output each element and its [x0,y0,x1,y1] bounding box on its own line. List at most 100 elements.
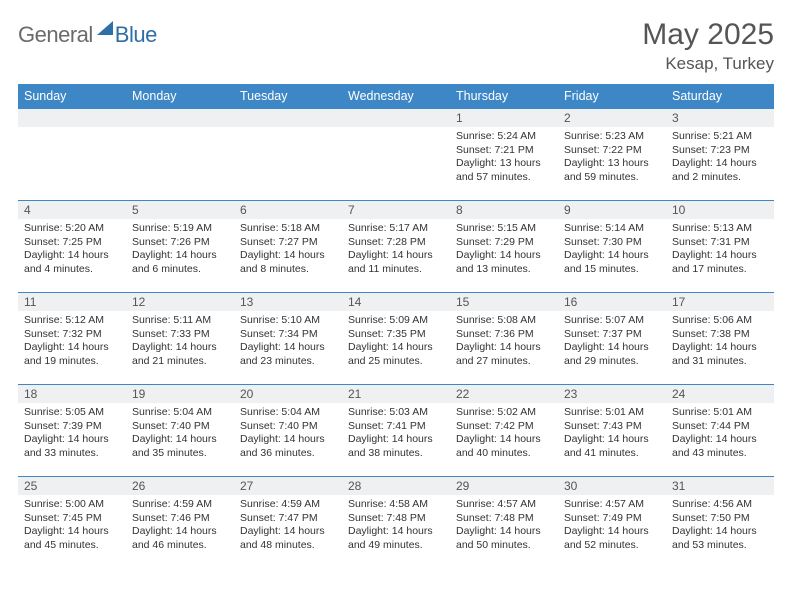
daylight-text: Daylight: 13 hours and 57 minutes. [456,157,552,184]
sunset-text: Sunset: 7:48 PM [348,512,444,526]
cell-content: Sunrise: 4:59 AMSunset: 7:46 PMDaylight:… [126,495,234,557]
cell-content: Sunrise: 4:57 AMSunset: 7:49 PMDaylight:… [558,495,666,557]
calendar-cell: 25Sunrise: 5:00 AMSunset: 7:45 PMDayligh… [18,477,126,569]
sunrise-text: Sunrise: 5:05 AM [24,406,120,420]
sunrise-text: Sunrise: 4:57 AM [564,498,660,512]
sunset-text: Sunset: 7:44 PM [672,420,768,434]
daynum-bar-empty [18,109,126,127]
sunset-text: Sunset: 7:28 PM [348,236,444,250]
daynum-bar: 12 [126,293,234,311]
sunset-text: Sunset: 7:30 PM [564,236,660,250]
sunset-text: Sunset: 7:49 PM [564,512,660,526]
daynum-bar: 22 [450,385,558,403]
daynum-bar: 15 [450,293,558,311]
sunrise-text: Sunrise: 5:06 AM [672,314,768,328]
calendar-cell: 4Sunrise: 5:20 AMSunset: 7:25 PMDaylight… [18,201,126,293]
calendar-cell: 12Sunrise: 5:11 AMSunset: 7:33 PMDayligh… [126,293,234,385]
cell-content: Sunrise: 5:04 AMSunset: 7:40 PMDaylight:… [126,403,234,465]
cell-content: Sunrise: 5:19 AMSunset: 7:26 PMDaylight:… [126,219,234,281]
cell-content: Sunrise: 4:59 AMSunset: 7:47 PMDaylight:… [234,495,342,557]
calendar-page: General Blue May 2025 Kesap, Turkey Sund… [0,0,792,569]
sunset-text: Sunset: 7:21 PM [456,144,552,158]
calendar-cell: 13Sunrise: 5:10 AMSunset: 7:34 PMDayligh… [234,293,342,385]
calendar-cell: 27Sunrise: 4:59 AMSunset: 7:47 PMDayligh… [234,477,342,569]
sunrise-text: Sunrise: 5:18 AM [240,222,336,236]
daylight-text: Daylight: 14 hours and 29 minutes. [564,341,660,368]
sunrise-text: Sunrise: 4:56 AM [672,498,768,512]
calendar-cell: 7Sunrise: 5:17 AMSunset: 7:28 PMDaylight… [342,201,450,293]
daylight-text: Daylight: 14 hours and 33 minutes. [24,433,120,460]
cell-content: Sunrise: 5:20 AMSunset: 7:25 PMDaylight:… [18,219,126,281]
daynum-bar: 19 [126,385,234,403]
daylight-text: Daylight: 14 hours and 52 minutes. [564,525,660,552]
daylight-text: Daylight: 14 hours and 19 minutes. [24,341,120,368]
sunset-text: Sunset: 7:26 PM [132,236,228,250]
cell-content: Sunrise: 4:58 AMSunset: 7:48 PMDaylight:… [342,495,450,557]
daynum-bar-empty [342,109,450,127]
sunrise-text: Sunrise: 5:01 AM [672,406,768,420]
cell-content: Sunrise: 5:02 AMSunset: 7:42 PMDaylight:… [450,403,558,465]
cell-content: Sunrise: 5:08 AMSunset: 7:36 PMDaylight:… [450,311,558,373]
calendar-body: 1Sunrise: 5:24 AMSunset: 7:21 PMDaylight… [18,109,774,569]
cell-content: Sunrise: 5:03 AMSunset: 7:41 PMDaylight:… [342,403,450,465]
calendar-cell: 30Sunrise: 4:57 AMSunset: 7:49 PMDayligh… [558,477,666,569]
daylight-text: Daylight: 14 hours and 2 minutes. [672,157,768,184]
daynum-bar: 23 [558,385,666,403]
daynum-bar: 7 [342,201,450,219]
weekday-header: Saturday [666,84,774,109]
daynum-bar: 29 [450,477,558,495]
location-label: Kesap, Turkey [642,54,774,74]
calendar-cell: 14Sunrise: 5:09 AMSunset: 7:35 PMDayligh… [342,293,450,385]
calendar-cell: 9Sunrise: 5:14 AMSunset: 7:30 PMDaylight… [558,201,666,293]
sunrise-text: Sunrise: 4:59 AM [132,498,228,512]
weekday-row: SundayMondayTuesdayWednesdayThursdayFrid… [18,84,774,109]
calendar-cell: 11Sunrise: 5:12 AMSunset: 7:32 PMDayligh… [18,293,126,385]
calendar-cell: 3Sunrise: 5:21 AMSunset: 7:23 PMDaylight… [666,109,774,201]
sunset-text: Sunset: 7:36 PM [456,328,552,342]
daylight-text: Daylight: 14 hours and 8 minutes. [240,249,336,276]
sunrise-text: Sunrise: 5:12 AM [24,314,120,328]
calendar-cell: 6Sunrise: 5:18 AMSunset: 7:27 PMDaylight… [234,201,342,293]
sunrise-text: Sunrise: 5:11 AM [132,314,228,328]
cell-content: Sunrise: 5:11 AMSunset: 7:33 PMDaylight:… [126,311,234,373]
daylight-text: Daylight: 14 hours and 43 minutes. [672,433,768,460]
sunset-text: Sunset: 7:45 PM [24,512,120,526]
daylight-text: Daylight: 14 hours and 45 minutes. [24,525,120,552]
calendar-week-row: 11Sunrise: 5:12 AMSunset: 7:32 PMDayligh… [18,293,774,385]
daylight-text: Daylight: 14 hours and 21 minutes. [132,341,228,368]
cell-content: Sunrise: 5:15 AMSunset: 7:29 PMDaylight:… [450,219,558,281]
calendar-cell: 29Sunrise: 4:57 AMSunset: 7:48 PMDayligh… [450,477,558,569]
weekday-header: Wednesday [342,84,450,109]
cell-content: Sunrise: 4:57 AMSunset: 7:48 PMDaylight:… [450,495,558,557]
sunset-text: Sunset: 7:50 PM [672,512,768,526]
calendar-cell: 21Sunrise: 5:03 AMSunset: 7:41 PMDayligh… [342,385,450,477]
sunset-text: Sunset: 7:29 PM [456,236,552,250]
cell-content: Sunrise: 5:13 AMSunset: 7:31 PMDaylight:… [666,219,774,281]
sunset-text: Sunset: 7:47 PM [240,512,336,526]
daynum-bar-empty [126,109,234,127]
calendar-cell: 22Sunrise: 5:02 AMSunset: 7:42 PMDayligh… [450,385,558,477]
daylight-text: Daylight: 14 hours and 11 minutes. [348,249,444,276]
daynum-bar: 1 [450,109,558,127]
cell-content: Sunrise: 5:01 AMSunset: 7:43 PMDaylight:… [558,403,666,465]
sunset-text: Sunset: 7:23 PM [672,144,768,158]
calendar-week-row: 25Sunrise: 5:00 AMSunset: 7:45 PMDayligh… [18,477,774,569]
calendar-cell [18,109,126,201]
cell-content: Sunrise: 5:04 AMSunset: 7:40 PMDaylight:… [234,403,342,465]
sunrise-text: Sunrise: 5:13 AM [672,222,768,236]
brand-logo: General Blue [18,18,157,48]
sunrise-text: Sunrise: 5:02 AM [456,406,552,420]
sunrise-text: Sunrise: 5:14 AM [564,222,660,236]
calendar-cell: 2Sunrise: 5:23 AMSunset: 7:22 PMDaylight… [558,109,666,201]
daylight-text: Daylight: 14 hours and 53 minutes. [672,525,768,552]
daylight-text: Daylight: 14 hours and 41 minutes. [564,433,660,460]
daylight-text: Daylight: 14 hours and 6 minutes. [132,249,228,276]
weekday-header: Sunday [18,84,126,109]
weekday-header: Friday [558,84,666,109]
calendar-cell: 15Sunrise: 5:08 AMSunset: 7:36 PMDayligh… [450,293,558,385]
weekday-header: Monday [126,84,234,109]
daynum-bar: 4 [18,201,126,219]
cell-content: Sunrise: 5:00 AMSunset: 7:45 PMDaylight:… [18,495,126,557]
cell-content: Sunrise: 5:14 AMSunset: 7:30 PMDaylight:… [558,219,666,281]
daylight-text: Daylight: 14 hours and 15 minutes. [564,249,660,276]
